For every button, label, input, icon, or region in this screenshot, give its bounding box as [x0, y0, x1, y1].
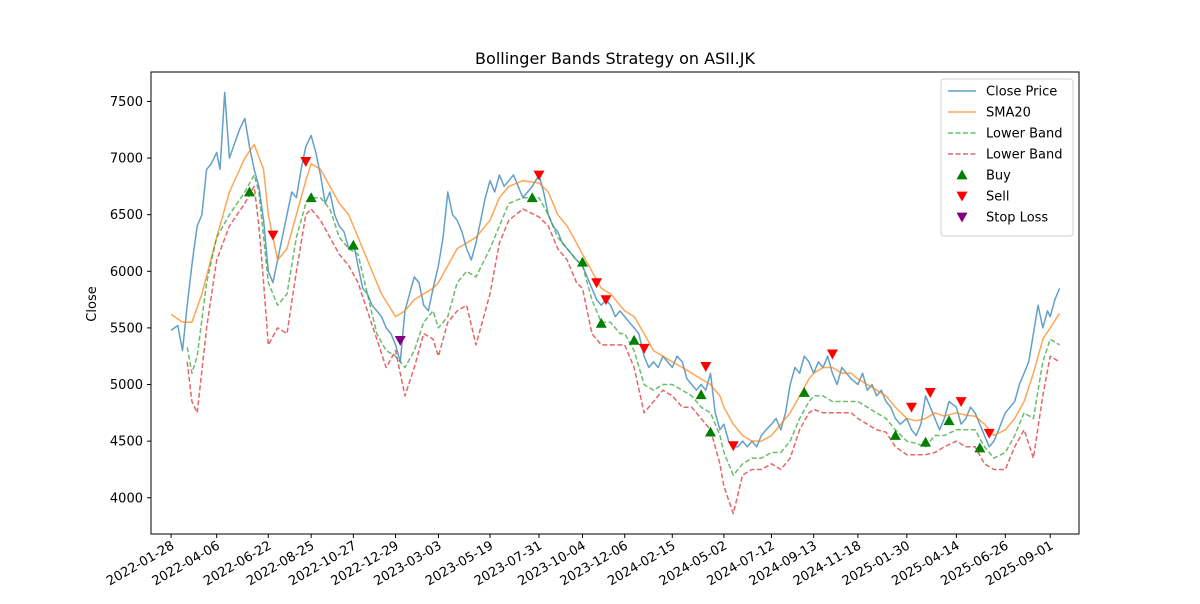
buy-marker: [798, 386, 810, 397]
buy-marker: [628, 334, 640, 345]
series-line-1: [170, 143, 1061, 442]
y-axis: 4000 4500 5000 5500 6000 6500 7000 7500: [110, 95, 151, 506]
legend-sell-label: Sell: [986, 190, 1009, 205]
sell-marker: [826, 349, 838, 360]
y-tick-label: 6000: [110, 265, 143, 280]
sell-marker: [591, 278, 603, 289]
sell-marker: [983, 428, 995, 439]
sell-marker: [533, 170, 545, 181]
sell-marker: [638, 343, 650, 354]
buy-marker: [889, 429, 901, 440]
y-tick-label: 7000: [110, 152, 143, 167]
buy-marker: [526, 192, 538, 203]
y-tick-label: 4500: [110, 435, 143, 450]
sell-marker: [905, 402, 917, 413]
buy-marker: [704, 426, 716, 437]
series-line-3: [186, 185, 1060, 515]
sell-marker: [955, 397, 967, 408]
legend-label-0: Close Price: [986, 85, 1057, 100]
y-tick-label: 5500: [110, 321, 143, 336]
legend-label-3: Lower Band: [986, 148, 1062, 163]
y-tick-label: 6500: [110, 208, 143, 223]
x-axis: 2022-01-282022-04-062022-06-222022-08-25…: [104, 534, 1056, 589]
stop-loss-marker: [394, 335, 406, 346]
legend-stop-loss-icon: [956, 212, 968, 223]
legend-box: [940, 78, 1074, 237]
sell-marker: [700, 362, 712, 372]
y-tick-label: 5000: [110, 378, 143, 393]
buy-marker: [920, 436, 932, 447]
buy-marker: [595, 317, 607, 328]
sell-marker: [600, 295, 612, 306]
legend-buy-label: Buy: [986, 169, 1011, 184]
buy-marker: [243, 186, 255, 197]
sell-marker: [267, 230, 279, 241]
legend-stop-loss-label: Stop Loss: [986, 211, 1048, 226]
legend-label-1: SMA20: [986, 106, 1031, 121]
buy-marker: [347, 239, 359, 250]
buy-marker: [974, 442, 986, 453]
series-line-2: [186, 174, 1060, 476]
buy-marker: [577, 256, 589, 267]
legend-buy-icon: [956, 169, 968, 180]
sell-marker: [924, 388, 936, 398]
buy-marker: [305, 192, 317, 203]
y-axis-label: Close: [85, 286, 100, 321]
legend: Close Price SMA20 Lower Band Lower Band Buy S…: [940, 78, 1074, 237]
chart-title: Bollinger Bands Strategy on ASII.JK: [475, 49, 755, 68]
y-tick-label: 4000: [110, 491, 143, 506]
sell-marker: [727, 441, 739, 452]
legend-sell-icon: [956, 191, 968, 202]
buy-marker: [943, 415, 955, 426]
sell-marker: [300, 157, 312, 167]
buy-marker: [695, 389, 707, 400]
y-tick-label: 7500: [110, 95, 143, 110]
series-line-0: [170, 91, 1061, 448]
legend-label-2: Lower Band: [986, 127, 1062, 142]
plot-frame: [150, 71, 1080, 535]
plot-area: [170, 91, 1061, 515]
